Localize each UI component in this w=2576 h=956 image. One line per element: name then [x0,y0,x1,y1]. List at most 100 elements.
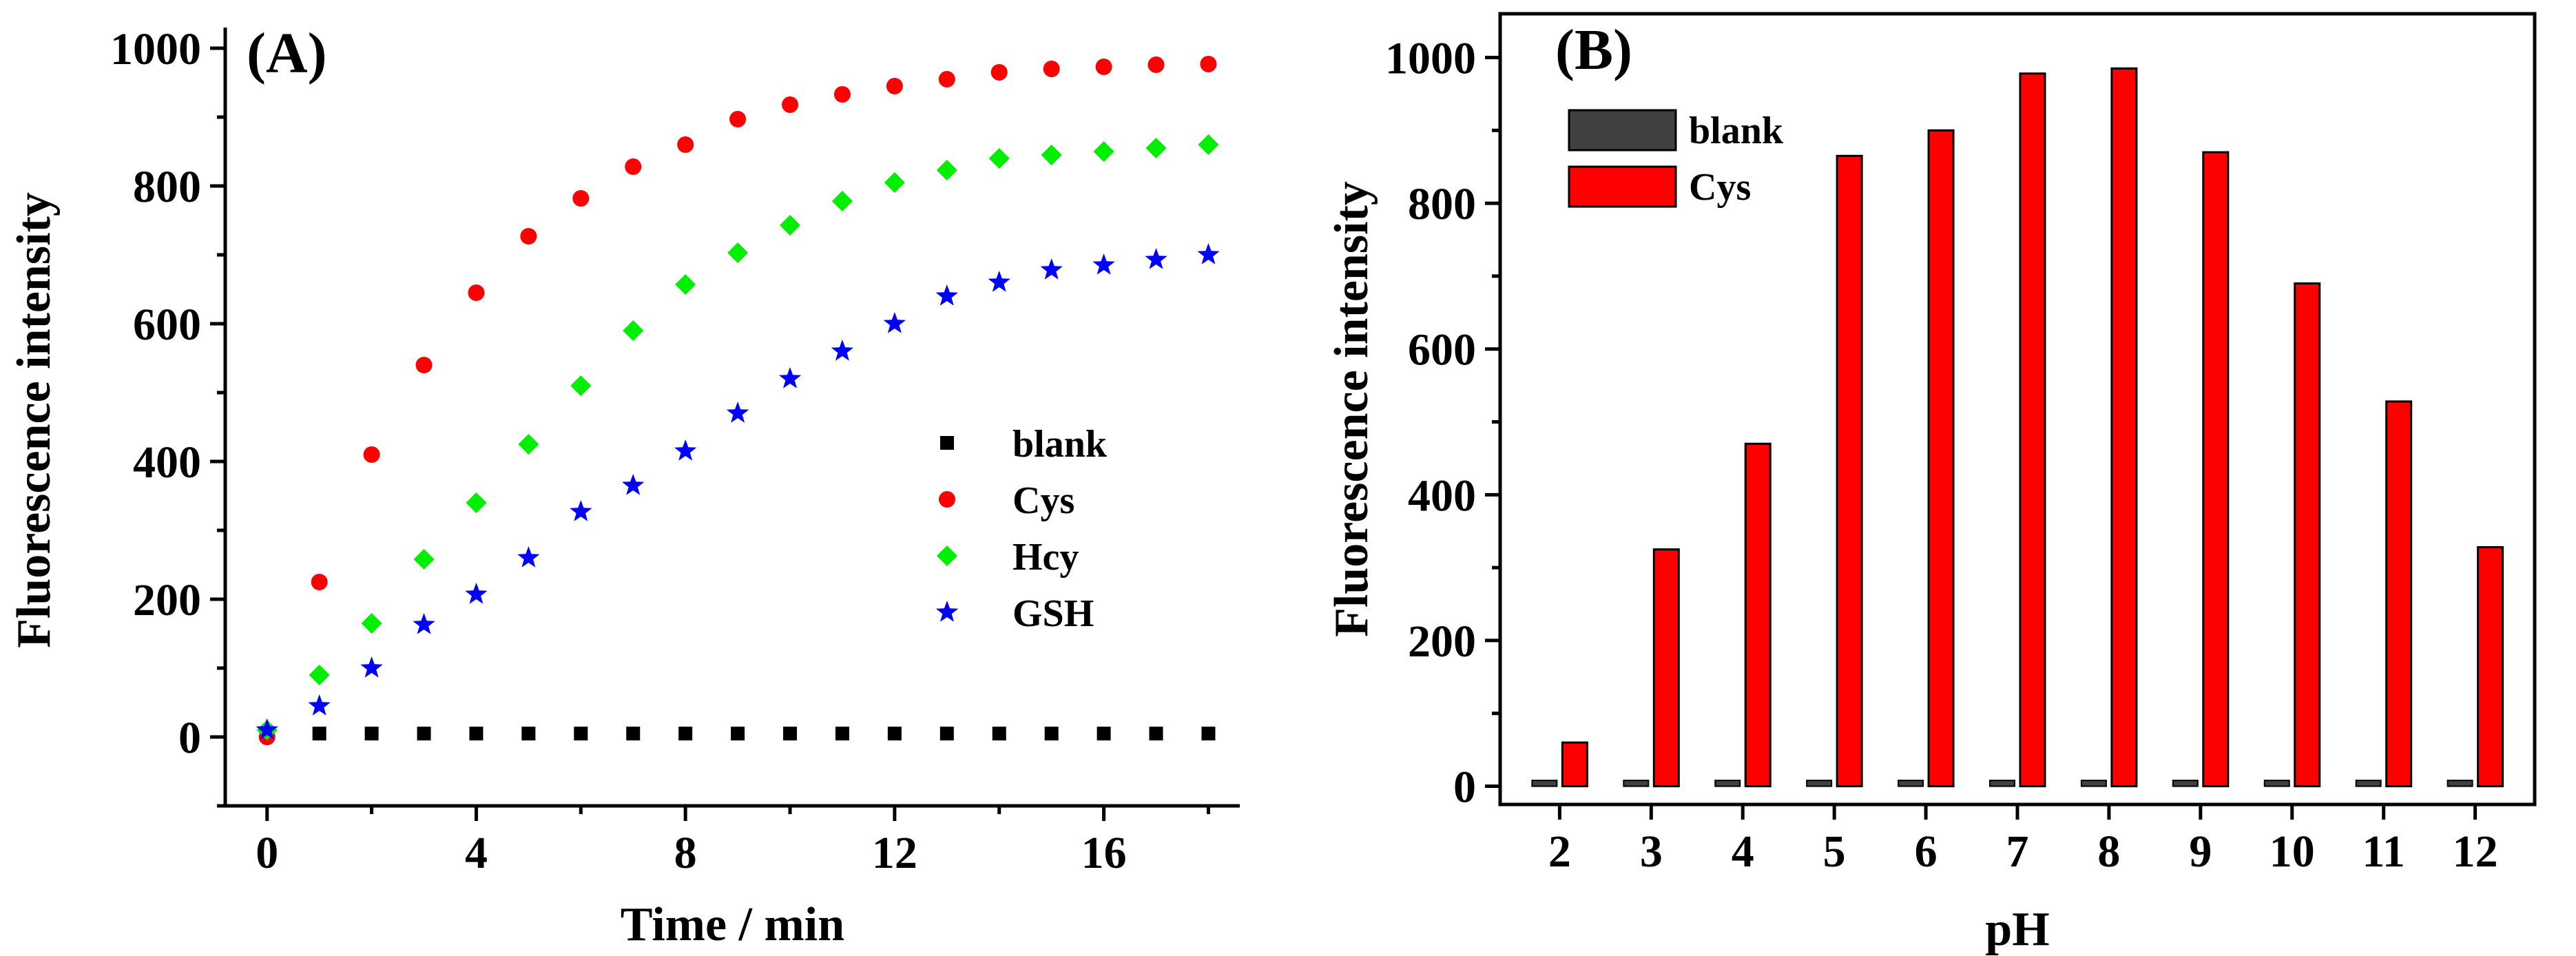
panel-a-x-tick-label: 0 [256,828,278,878]
data-point-gsh [831,340,854,361]
data-point-cys [415,357,433,373]
data-point-gsh [726,402,749,423]
bar-cys [2385,400,2413,788]
data-point-hcy [727,242,749,263]
data-point-gsh [465,583,488,604]
data-point-cys [311,574,328,590]
panel-b-legend: blank Cys [1568,109,1784,209]
panel-b-x-label: pH [1985,903,2049,956]
data-point-cys [782,96,799,113]
panel-b-x-tick-label: 7 [2006,827,2029,877]
bar-blank [1806,780,1833,787]
bar-cys [2110,67,2138,788]
panel-b-y-tick-label: 200 [1408,616,1476,667]
data-point-blank [835,727,849,740]
panel-b: 0 200 400 600 800 1000 2 3 4 5 6 7 8 9 10 11 12 pH Fluores… [1325,12,2537,956]
panel-a-y-tick-label: 600 [133,300,201,350]
data-point-cys [990,64,1008,81]
bar-cys [1561,741,1588,788]
data-point-hcy [884,172,905,193]
data-point-hcy [936,160,957,180]
legend-label-gsh: GSH [1012,592,1094,635]
data-point-gsh [1092,253,1115,275]
panel-a-y-tick-label: 800 [133,162,201,212]
data-point-cys [833,86,851,103]
bar-cys [1927,129,1955,788]
panel-a-y-tick-label: 0 [178,713,201,763]
data-point-hcy [988,148,1010,169]
panel-b-x-tick-label: 4 [1732,827,1754,877]
data-point-blank [1201,727,1216,740]
legend-label-blank: blank [1012,423,1108,466]
data-point-hcy [1041,145,1062,165]
series-blank [1531,780,2473,787]
series-gsh [256,243,1220,740]
bar-cys [2477,546,2504,788]
bar-cys [2202,151,2230,788]
panel-a-y-tick-label: 1000 [110,24,201,74]
data-point-blank [1097,727,1111,740]
data-point-cys [1095,59,1112,75]
data-point-blank [521,727,536,740]
bar-cys [1744,442,1772,788]
bar-cys [1652,548,1680,788]
data-point-gsh [1145,248,1167,269]
data-point-cys [363,446,380,463]
data-point-cys [468,284,485,301]
data-point-cys [1147,56,1165,73]
legend-label-cys: Cys [1012,479,1074,522]
data-point-hcy [675,274,696,295]
data-point-hcy [623,320,644,341]
panel-b-x-tick-label: 9 [2189,827,2212,877]
panel-a-x-tick-label: 4 [465,828,488,878]
data-point-cys [677,136,694,153]
panel-a-x-label: Time / min [621,898,844,951]
bar-cys [2294,282,2321,788]
panel-b-x-tick-label: 12 [2453,827,2498,877]
data-point-blank [731,727,745,740]
bar-blank [1898,780,1924,787]
data-point-blank [417,727,431,740]
data-point-hcy [570,375,592,396]
panel-b-x-tick-label: 10 [2269,827,2315,877]
panel-a-x-tick-label: 16 [1081,828,1127,878]
data-point-cys [520,228,537,245]
data-point-hcy [1198,134,1219,155]
legend-label-blank: blank [1689,110,1784,152]
data-point-blank [887,727,902,740]
panel-b-y-tick-label: 800 [1408,179,1476,229]
panel-a-x-tick-label: 12 [872,828,917,878]
panel-a-y-tick-label: 200 [133,575,201,625]
data-point-hcy [309,665,330,685]
data-point-blank [783,727,798,740]
data-point-gsh [570,500,592,521]
panel-a-legend: blank Cys Hcy GSH [935,423,1108,635]
panel-b-y-tick-label: 400 [1408,470,1476,521]
legend-marker-gsh [935,601,959,622]
data-point-blank [1044,727,1059,740]
bar-blank [2447,780,2473,787]
data-point-gsh [778,367,802,388]
panel-b-x-tick-label: 3 [1640,827,1663,877]
panel-a: 0 4 8 12 16 0 200 400 600 800 1000 Time / min Fluore… [8,21,1240,951]
series-blank [260,727,1216,740]
legend-swatch-cys [1568,165,1677,208]
legend-marker-blank [940,436,954,450]
data-point-cys [886,78,903,94]
panel-b-x-tick-label: 2 [1548,827,1571,877]
panel-a-y-label: Fluorescence intensity [8,192,61,648]
data-point-cys [938,71,955,87]
bar-blank [2263,780,2290,787]
data-point-gsh [883,312,906,333]
legend-marker-hcy [937,545,957,566]
data-point-gsh [622,474,645,495]
data-point-cys [1043,61,1060,77]
data-point-hcy [1093,141,1114,162]
data-point-gsh [1197,243,1220,264]
data-point-blank [364,727,379,740]
panel-b-y-tick-label: 600 [1408,325,1476,375]
data-point-hcy [518,434,539,455]
data-point-blank [626,727,641,740]
data-point-hcy [466,492,487,513]
